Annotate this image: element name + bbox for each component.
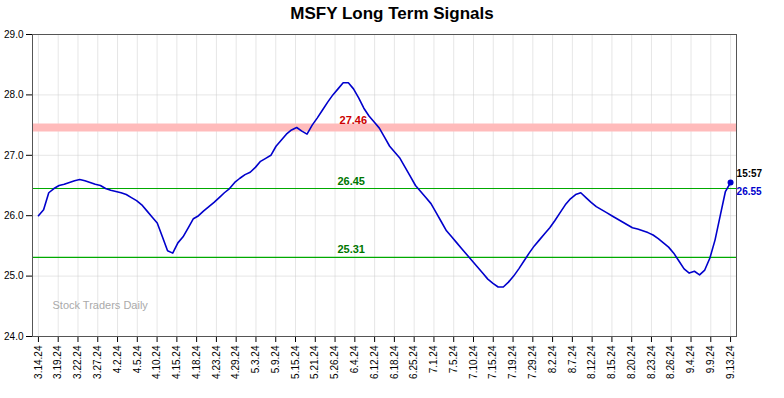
svg-text:Stock Traders Daily: Stock Traders Daily: [53, 299, 149, 311]
svg-text:6.4.24: 6.4.24: [349, 345, 360, 373]
svg-text:5.21.24: 5.21.24: [309, 345, 320, 379]
html-text:MSFY Long Term Signals: MSFY Long Term Signals: [290, 4, 494, 23]
svg-text:26.0: 26.0: [4, 210, 24, 221]
svg-text:5.3.24: 5.3.24: [250, 345, 261, 373]
svg-text:5.15.24: 5.15.24: [290, 345, 301, 379]
svg-text:4.15.24: 4.15.24: [171, 345, 182, 379]
svg-text:7.19.24: 7.19.24: [507, 345, 518, 379]
svg-text:27.0: 27.0: [4, 150, 24, 161]
svg-text:8.2.24: 8.2.24: [547, 345, 558, 373]
svg-text:8.23.24: 8.23.24: [646, 345, 657, 379]
svg-text:8.15.24: 8.15.24: [606, 345, 617, 379]
svg-text:25.31: 25.31: [337, 243, 365, 255]
svg-text:29.0: 29.0: [4, 29, 24, 40]
svg-text:4.5.24: 4.5.24: [132, 345, 143, 373]
svg-text:4.29.24: 4.29.24: [230, 345, 241, 379]
svg-text:6.12.24: 6.12.24: [369, 345, 380, 379]
svg-text:24.0: 24.0: [4, 331, 24, 342]
svg-text:3.19.24: 3.19.24: [52, 345, 63, 379]
svg-text:9.13.24: 9.13.24: [725, 345, 736, 379]
svg-text:6.18.24: 6.18.24: [389, 345, 400, 379]
svg-text:4.2.24: 4.2.24: [112, 345, 123, 373]
svg-text:6.25.24: 6.25.24: [408, 345, 419, 379]
svg-text:7.1.24: 7.1.24: [428, 345, 439, 373]
svg-text:4.23.24: 4.23.24: [211, 345, 222, 379]
svg-text:8.26.24: 8.26.24: [665, 345, 676, 379]
svg-text:8.20.24: 8.20.24: [626, 345, 637, 379]
svg-text:7.15.24: 7.15.24: [487, 345, 498, 379]
svg-text:3.14.24: 3.14.24: [33, 345, 44, 379]
svg-text:8.12.24: 8.12.24: [586, 345, 597, 379]
svg-text:28.0: 28.0: [4, 89, 24, 100]
svg-text:8.7.24: 8.7.24: [567, 345, 578, 373]
svg-text:4.18.24: 4.18.24: [191, 345, 202, 379]
svg-text:26.55: 26.55: [737, 186, 762, 197]
svg-text:9.9.24: 9.9.24: [705, 345, 716, 373]
svg-text:25.0: 25.0: [4, 270, 24, 281]
svg-text:5.9.24: 5.9.24: [270, 345, 281, 373]
svg-text:3.22.24: 3.22.24: [72, 345, 83, 379]
svg-text:27.46: 27.46: [340, 114, 368, 126]
svg-text:15:57: 15:57: [737, 168, 763, 179]
svg-text:7.5.24: 7.5.24: [448, 345, 459, 373]
svg-text:26.45: 26.45: [337, 175, 365, 187]
svg-text:5.26.24: 5.26.24: [329, 345, 340, 379]
svg-text:4.10.24: 4.10.24: [151, 345, 162, 379]
svg-text:9.4.24: 9.4.24: [685, 345, 696, 373]
svg-text:7.29.24: 7.29.24: [527, 345, 538, 379]
svg-text:7.10.24: 7.10.24: [468, 345, 479, 379]
svg-text:3.27.24: 3.27.24: [92, 345, 103, 379]
